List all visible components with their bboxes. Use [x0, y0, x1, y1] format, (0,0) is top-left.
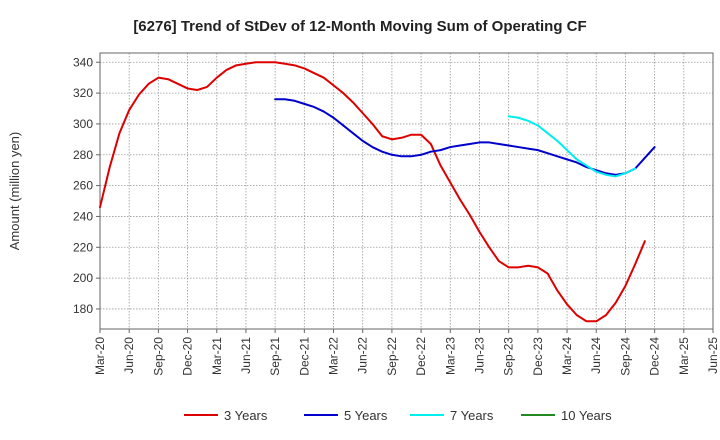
- x-tick-label: Jun-24: [589, 337, 603, 374]
- y-tick-label: 180: [73, 302, 93, 316]
- series-line-3-years: [99, 61, 646, 323]
- x-tick-label: Dec-24: [648, 337, 662, 376]
- y-tick-label: 340: [73, 55, 93, 69]
- y-tick-label: 200: [73, 271, 93, 285]
- x-tick-label: Sep-20: [151, 337, 165, 376]
- x-tick-label: Dec-23: [531, 337, 545, 376]
- x-tick-label: Jun-23: [472, 337, 486, 374]
- x-tick-label: Mar-24: [560, 337, 574, 375]
- legend-label: 3 Years: [224, 408, 268, 423]
- x-tick-label: Mar-20: [93, 337, 107, 375]
- x-tick-label: Mar-25: [677, 337, 691, 375]
- x-tick-label: Jun-22: [356, 337, 370, 374]
- x-tick-label: Sep-21: [268, 337, 282, 376]
- chart-title: [6276] Trend of StDev of 12-Month Moving…: [133, 18, 586, 35]
- x-tick-label: Mar-21: [210, 337, 224, 375]
- y-tick-label: 280: [73, 148, 93, 162]
- x-tick-label: Mar-23: [443, 337, 457, 375]
- x-tick-label: Dec-22: [414, 337, 428, 376]
- legend-label: 5 Years: [344, 408, 388, 423]
- y-axis: 180 200 220 240 260 280 300 320 340: [73, 55, 100, 316]
- x-tick-label: Mar-22: [327, 337, 341, 375]
- x-tick-label: Sep-23: [502, 337, 516, 376]
- x-tick-label: Jun-25: [706, 337, 720, 374]
- x-tick-label: Sep-22: [385, 337, 399, 376]
- y-tick-label: 260: [73, 179, 93, 193]
- y-tick-label: 220: [73, 240, 93, 254]
- y-tick-label: 300: [73, 117, 93, 131]
- legend-label: 10 Years: [561, 408, 612, 423]
- y-tick-label: 240: [73, 209, 93, 223]
- x-axis: Mar-20 Jun-20 Sep-20 Dec-20 Mar-21 Jun-21 Sep-…: [93, 329, 720, 376]
- plot-area: [99, 52, 714, 330]
- y-axis-label: Amount (million yen): [7, 132, 22, 251]
- x-tick-label: Sep-24: [618, 337, 632, 376]
- series-line-7-years: [507, 115, 637, 178]
- series-layer: [99, 61, 656, 323]
- x-tick-label: Jun-20: [122, 337, 136, 374]
- legend-label: 7 Years: [450, 408, 494, 423]
- y-tick-label: 320: [73, 86, 93, 100]
- x-tick-label: Jun-21: [239, 337, 253, 374]
- legend: 3 Years 5 Years 7 Years 10 Years: [184, 408, 612, 423]
- x-tick-label: Dec-20: [181, 337, 195, 376]
- x-tick-label: Dec-21: [297, 337, 311, 376]
